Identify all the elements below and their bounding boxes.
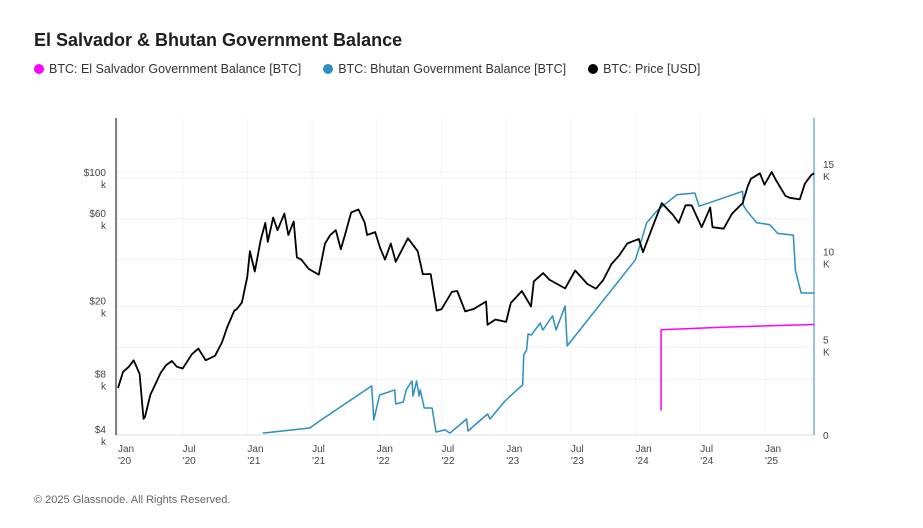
legend-label: BTC: El Salvador Government Balance [BTC…: [49, 62, 302, 76]
copyright-footer: © 2025 Glassnode. All Rights Reserved.: [34, 494, 231, 506]
legend-dot-icon: [34, 64, 44, 74]
x-tick-label: Jul '23: [571, 444, 584, 467]
chart-title: El Salvador & Bhutan Government Balance: [34, 30, 403, 50]
legend-item-el-salvador[interactable]: BTC: El Salvador Government Balance [BTC…: [34, 62, 301, 76]
left-tick-label: $4 k: [95, 425, 107, 448]
x-tick-label: Jul '20: [183, 444, 196, 467]
left-tick-label: $8 k: [95, 370, 107, 393]
legend-dot-icon: [588, 64, 599, 74]
x-tick-label: Jan '20: [118, 444, 134, 467]
series-line-2: [117, 171, 815, 420]
legend-item-price[interactable]: BTC: Price [USD]: [588, 62, 700, 76]
x-tick-label: Jul '22: [442, 444, 455, 467]
legend: BTC: El Salvador Government Balance [BTC…: [34, 62, 700, 76]
legend-label: BTC: Price [USD]: [603, 62, 701, 76]
x-tick-label: Jan '23: [506, 444, 522, 467]
x-tick-label: Jul '24: [700, 444, 713, 467]
legend-dot-icon: [323, 64, 334, 74]
series-line-1: [262, 190, 815, 434]
x-tick-label: Jan '21: [247, 444, 263, 467]
left-tick-label: $20 k: [89, 297, 107, 320]
legend-label: BTC: Bhutan Government Balance [BTC]: [338, 62, 567, 76]
left-tick-label: $60 k: [89, 209, 107, 232]
x-tick-label: Jan '25: [765, 444, 781, 467]
right-tick-label: 10 K: [823, 248, 835, 271]
left-tick-label: $100 k: [84, 168, 107, 191]
x-tick-label: Jan '22: [377, 444, 393, 467]
series-line-0: [660, 323, 815, 411]
x-tick-label: Jul '21: [312, 444, 325, 467]
right-tick-label: 0: [823, 431, 829, 442]
legend-item-bhutan[interactable]: BTC: Bhutan Government Balance [BTC]: [323, 62, 566, 76]
right-tick-label: 15 K: [823, 160, 835, 183]
x-tick-label: Jan '24: [636, 444, 652, 467]
